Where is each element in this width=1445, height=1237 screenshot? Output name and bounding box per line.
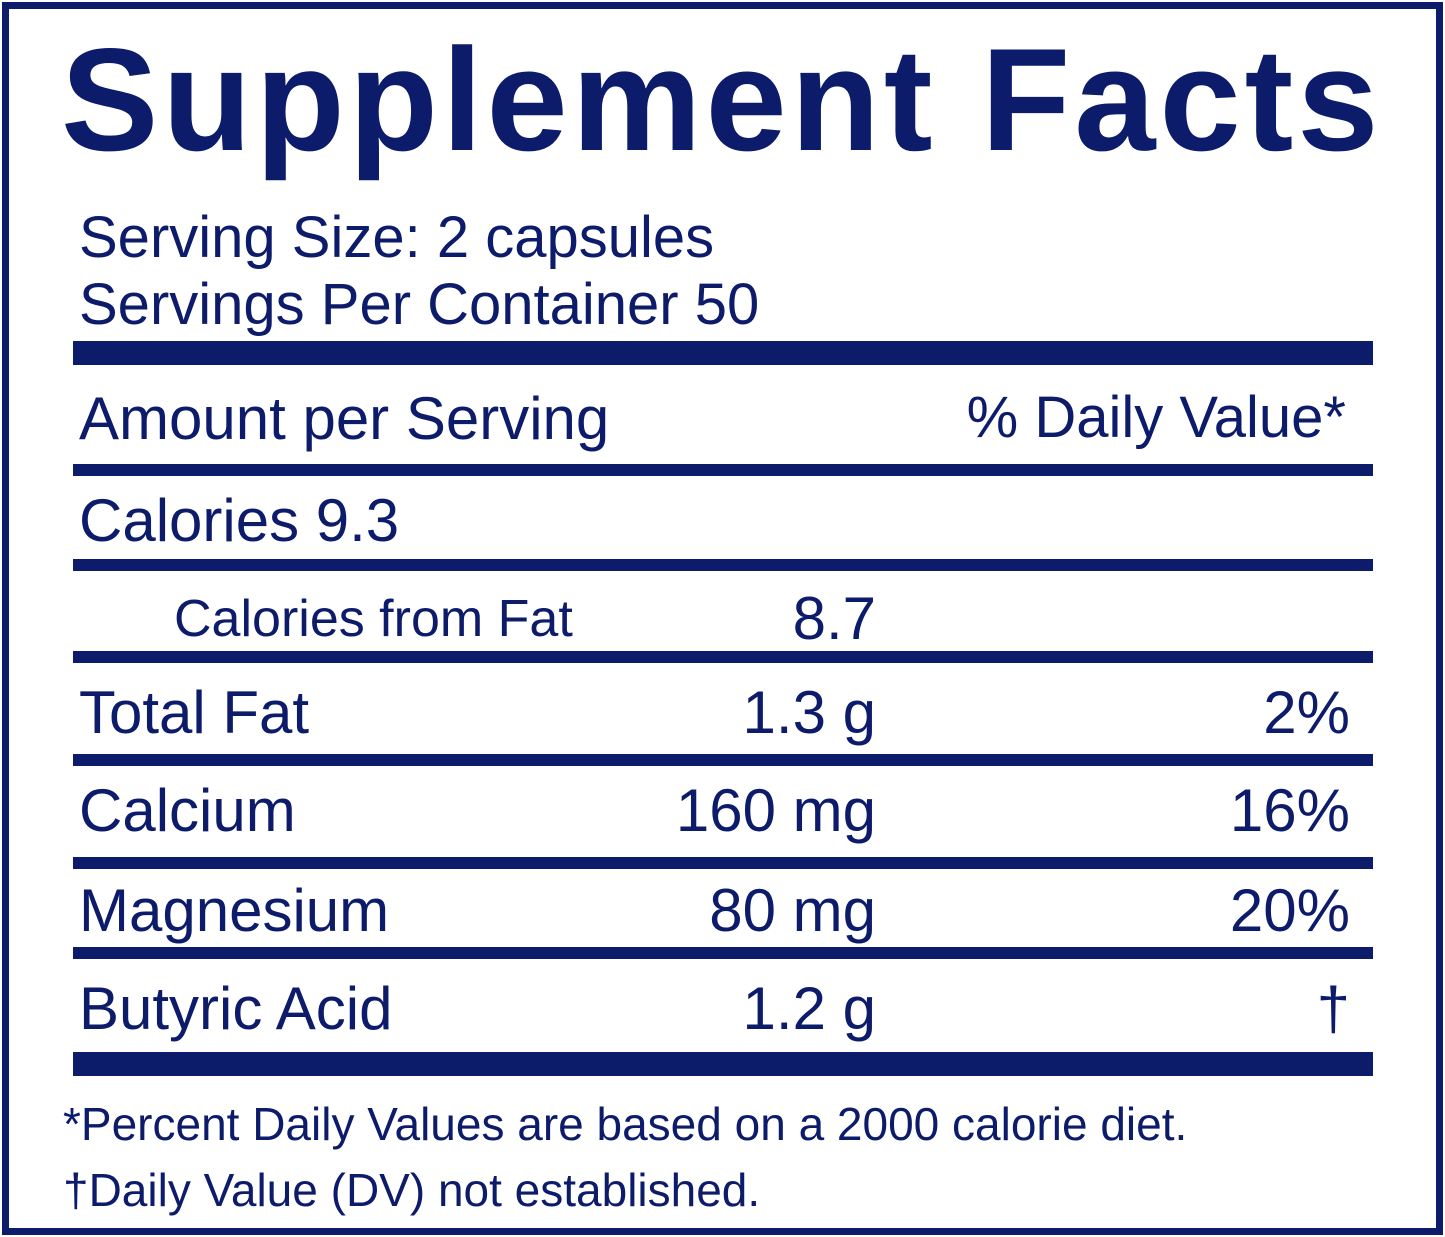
divider-thick-bottom [73,1052,1373,1076]
footnote-dv-not-established: †Daily Value (DV) not established. [63,1164,761,1216]
divider [73,754,1373,766]
servings-per-container: Servings Per Container 50 [79,272,760,337]
nutrient-dv-magnesium: 20% [1229,877,1350,944]
nutrient-label-total-fat: Total Fat [79,679,310,746]
divider [73,857,1373,869]
nutrient-dv-butyric-acid: † [1316,975,1350,1042]
nutrient-label-calcium: Calcium [79,777,296,844]
calories-from-fat-label: Calories from Fat [174,590,573,648]
amount-per-serving-header: Amount per Serving [79,385,610,452]
divider [73,651,1373,663]
calories-row: Calories 9.3 [79,487,400,554]
divider [73,559,1373,571]
nutrient-amount-total-fat: 1.3 g [742,679,876,746]
divider-thick-top [73,341,1373,365]
nutrient-amount-magnesium: 80 mg [709,877,876,944]
footnote-daily-values: *Percent Daily Values are based on a 200… [63,1098,1188,1150]
nutrient-amount-calcium: 160 mg [675,777,876,844]
nutrient-amount-butyric-acid: 1.2 g [742,975,876,1042]
panel-title: Supplement Facts [61,18,1383,181]
nutrient-label-magnesium: Magnesium [79,877,390,944]
calories-from-fat-amount: 8.7 [792,585,876,652]
divider [73,947,1373,959]
nutrient-dv-total-fat: 2% [1263,679,1350,746]
daily-value-header: % Daily Value* [966,385,1346,450]
nutrient-dv-calcium: 16% [1229,777,1350,844]
serving-size: Serving Size: 2 capsules [79,205,715,270]
divider [73,464,1373,476]
nutrient-label-butyric-acid: Butyric Acid [79,975,393,1042]
